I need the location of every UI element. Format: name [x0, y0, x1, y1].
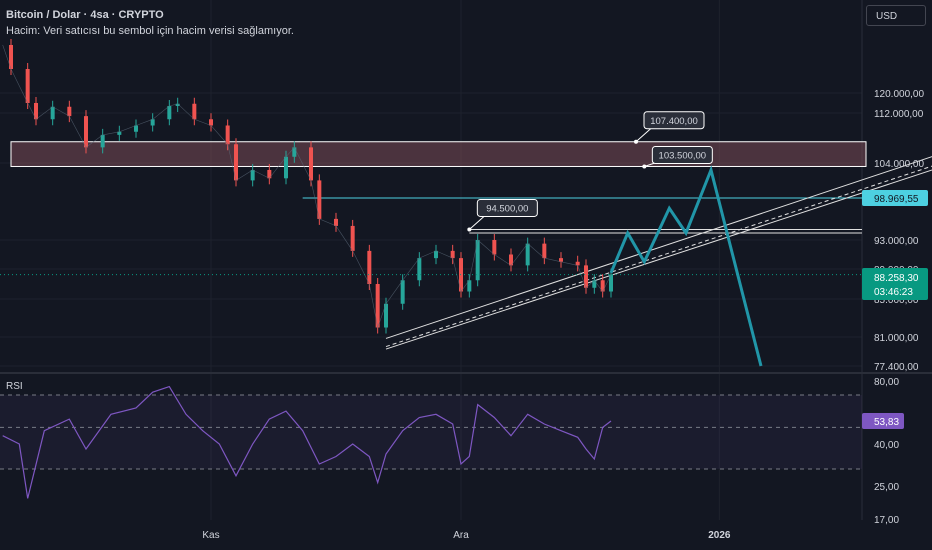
candle-body [117, 131, 122, 135]
price-tick-label: 93.000,00 [874, 236, 919, 247]
rsi-line[interactable] [2, 385, 612, 499]
rsi-value-text: 53,83 [874, 417, 899, 428]
candle-body [134, 125, 138, 132]
rsi-band-fill [0, 395, 862, 469]
candle-body [609, 274, 613, 292]
candle-body [525, 243, 530, 266]
candle-body [317, 180, 322, 219]
candle-body [575, 261, 580, 266]
candle-body [209, 119, 213, 126]
price-series-line [2, 44, 612, 329]
callout-box[interactable] [476, 198, 538, 217]
price-tick-label: 112.000,00 [874, 109, 924, 120]
candle-body [192, 103, 197, 120]
candle-body [84, 116, 88, 148]
candle-body [309, 147, 313, 181]
callout-anchor [642, 164, 647, 169]
level-price-badge [862, 190, 928, 206]
candle-body [400, 280, 405, 304]
candle-body [267, 169, 272, 179]
callout-box[interactable] [651, 145, 713, 164]
candle-body [175, 103, 180, 106]
level-price-badge-text: 98.969,55 [874, 194, 919, 205]
rsi-tick-label: 17,00 [874, 515, 899, 526]
candle-body [384, 303, 388, 328]
candle-body [25, 69, 30, 103]
rsi-tick-label: 40,00 [874, 440, 899, 451]
candle-body [592, 280, 597, 288]
bar-countdown-text: 03:46:23 [874, 287, 913, 298]
channel-upper-line[interactable] [385, 144, 932, 339]
candle-body [542, 243, 547, 259]
candle-body [284, 156, 288, 179]
candle-body [50, 106, 55, 120]
time-axis-label: Ara [453, 530, 469, 541]
current-price-badge [862, 268, 928, 300]
price-tick-label: 81.000,00 [874, 333, 919, 344]
candle-body [559, 258, 563, 262]
channel-lower-line[interactable] [385, 158, 932, 350]
candle-body [367, 250, 372, 284]
candle-body [334, 218, 338, 226]
symbol-title[interactable]: Bitcoin / Dolar · 4sa · CRYPTO [6, 9, 164, 21]
candle-body [467, 280, 472, 292]
candle-body [600, 280, 605, 292]
volume-notice: Hacim: Veri satıcısı bu sembol için haci… [6, 25, 294, 37]
callout-anchor [634, 139, 638, 144]
candle-body [225, 125, 230, 145]
rsi-value-badge [862, 413, 904, 429]
candle-body [450, 250, 455, 259]
price-tick-label: 77.400,00 [874, 362, 919, 373]
candle-body [292, 147, 297, 157]
candle-body [509, 254, 513, 266]
rsi-tick-label: 80,00 [874, 377, 899, 388]
rsi-pane-label[interactable]: RSI [6, 381, 23, 392]
candle-body [67, 106, 72, 117]
callout-label: 103.500,00 [659, 150, 707, 161]
time-axis-label: 2026 [708, 530, 731, 541]
candle-body [250, 169, 255, 181]
candle-body [584, 265, 588, 288]
supply-zone-rectangle[interactable] [10, 141, 867, 167]
price-tick-label: 85.000,00 [874, 295, 919, 306]
candle-body [434, 250, 438, 259]
candle-body [375, 284, 380, 328]
callout-label: 107.400,00 [650, 116, 698, 127]
price-tick-label: 120.000,00 [874, 89, 924, 100]
projection-path[interactable] [609, 165, 763, 367]
candle-body [150, 119, 155, 126]
price-tick-label: 104.000,00 [874, 159, 924, 170]
candle-body [9, 45, 13, 69]
callout-label: 94.500,00 [486, 203, 528, 214]
candle-body [350, 225, 355, 251]
time-axis-label: Kas [202, 530, 220, 541]
candle-body [167, 106, 172, 120]
current-price-text: 88.258,30 [874, 273, 919, 284]
candle-body [475, 240, 480, 281]
candle-body [417, 258, 422, 281]
candle-body [100, 134, 105, 148]
currency-button[interactable]: USD [866, 5, 926, 26]
candle-body [459, 258, 463, 292]
channel-mid-line [385, 165, 932, 348]
candle-body [234, 144, 238, 181]
candle-body [34, 103, 38, 120]
callout-box[interactable] [643, 111, 705, 130]
callout-anchor [467, 227, 472, 232]
rsi-tick-label: 25,00 [874, 482, 899, 493]
candle-body [492, 240, 497, 255]
